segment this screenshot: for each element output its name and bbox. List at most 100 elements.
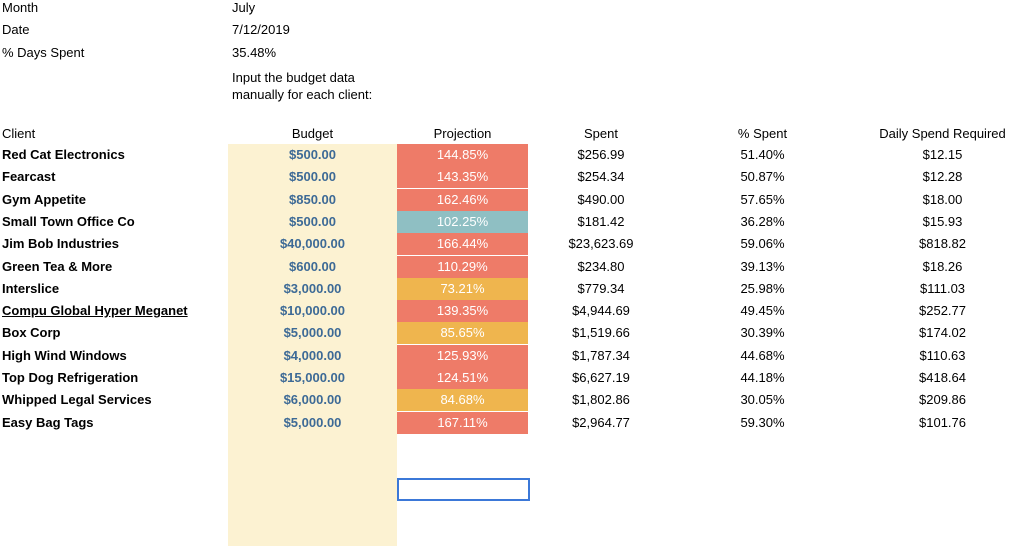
pct-spent-cell[interactable]: 50.87% — [740, 169, 785, 185]
projection-cell[interactable]: 167.11% — [397, 411, 528, 434]
budget-cell[interactable]: $5,000.00 — [283, 325, 342, 341]
header-budget[interactable]: Budget — [291, 126, 334, 141]
budget-cell[interactable]: $15,000.00 — [279, 370, 346, 385]
month-label: Month — [2, 0, 39, 15]
spent-cell[interactable]: $1,787.34 — [572, 347, 630, 363]
daily-spend-cell[interactable]: $209.86 — [919, 392, 966, 408]
client-cell[interactable]: Gym Appetite — [2, 191, 87, 207]
daily-spend-cell[interactable]: $252.77 — [919, 303, 966, 319]
header-client[interactable]: Client — [2, 126, 36, 141]
daily-spend-cell[interactable]: $101.76 — [919, 414, 966, 430]
pct-spent-cell[interactable]: 30.39% — [740, 325, 785, 341]
projection-cell[interactable]: 102.25% — [397, 210, 528, 233]
client-cell[interactable]: Interslice — [2, 280, 60, 296]
pct-spent-cell[interactable]: 57.65% — [740, 191, 785, 207]
projection-cell[interactable]: 139.35% — [397, 300, 528, 323]
projection-cell[interactable]: 162.46% — [397, 188, 528, 211]
daily-spend-cell[interactable]: $418.64 — [919, 370, 966, 385]
spent-cell[interactable]: $779.34 — [577, 280, 625, 296]
projection-cell[interactable]: 110.29% — [397, 255, 528, 278]
pct-spent-cell[interactable]: 49.45% — [740, 303, 785, 319]
client-cell[interactable]: Whipped Legal Services — [2, 392, 152, 408]
pct-spent-cell[interactable]: 39.13% — [740, 258, 785, 274]
pct-spent-cell[interactable]: 44.68% — [740, 347, 785, 363]
projection-cell[interactable]: 73.21% — [397, 277, 528, 300]
spent-cell[interactable]: $6,627.19 — [572, 370, 630, 385]
pct-spent-cell[interactable]: 59.30% — [740, 414, 785, 430]
table-row: Small Town Office Co $500.00 102.25% $181.4… — [0, 210, 1024, 233]
spent-cell[interactable]: $1,802.86 — [572, 392, 630, 408]
spent-cell[interactable]: $256.99 — [577, 147, 625, 162]
projection-cell[interactable]: 85.65% — [397, 322, 528, 345]
client-cell[interactable]: Box Corp — [2, 325, 61, 341]
budget-cell[interactable]: $4,000.00 — [283, 347, 342, 363]
budget-cell[interactable]: $500.00 — [289, 169, 336, 185]
spent-cell[interactable]: $23,623.69 — [568, 236, 634, 252]
projection-cell[interactable]: 84.68% — [397, 389, 528, 412]
budget-cell[interactable]: $5,000.00 — [283, 414, 342, 430]
header-pct-spent[interactable]: % Spent — [737, 126, 788, 141]
budget-cell[interactable]: $850.00 — [289, 191, 336, 207]
table-row: Top Dog Refrigeration $15,000.00 124.51% $6… — [0, 367, 1024, 389]
spent-cell[interactable]: $1,519.66 — [572, 325, 630, 341]
projection-cell[interactable]: 144.85% — [397, 144, 528, 166]
table-row: Compu Global Hyper Meganet $10,000.00 139.… — [0, 300, 1024, 323]
pct-spent-cell[interactable]: 30.05% — [740, 392, 785, 408]
table-row: Jim Bob Industries $40,000.00 166.44% $23,6… — [0, 233, 1024, 256]
daily-spend-cell[interactable]: $111.03 — [919, 280, 966, 296]
instruction-line-2: manually for each client: — [232, 87, 373, 102]
table-row: Red Cat Electronics $500.00 144.85% $256.99… — [0, 144, 1024, 166]
header-daily-spend[interactable]: Daily Spend Required — [879, 126, 1006, 141]
daily-spend-cell[interactable]: $15.93 — [922, 213, 963, 229]
client-cell[interactable]: Compu Global Hyper Meganet — [2, 303, 188, 319]
client-cell[interactable]: Small Town Office Co — [2, 213, 135, 229]
daily-spend-cell[interactable]: $110.63 — [919, 347, 966, 363]
client-cell[interactable]: Easy Bag Tags — [2, 414, 94, 430]
spent-cell[interactable]: $490.00 — [577, 191, 625, 207]
client-cell[interactable]: Red Cat Electronics — [2, 147, 125, 162]
spent-cell[interactable]: $4,944.69 — [572, 303, 630, 319]
projection-cell[interactable]: 125.93% — [397, 344, 528, 367]
client-cell[interactable]: High Wind Windows — [2, 347, 127, 363]
spent-cell[interactable]: $234.80 — [577, 258, 625, 274]
budget-column-highlight — [228, 144, 397, 546]
projection-cell[interactable]: 166.44% — [397, 233, 528, 256]
pct-spent-cell[interactable]: 59.06% — [740, 236, 785, 252]
instruction-line-1: Input the budget data — [232, 70, 355, 85]
projection-cell[interactable]: 124.51% — [397, 367, 528, 389]
daily-spend-cell[interactable]: $12.15 — [922, 147, 963, 162]
header-projection[interactable]: Projection — [433, 126, 492, 141]
budget-cell[interactable]: $6,000.00 — [283, 392, 342, 408]
daily-spend-cell[interactable]: $818.82 — [919, 236, 966, 252]
pct-spent-cell[interactable]: 25.98% — [740, 280, 785, 296]
pct-spent-cell[interactable]: 44.18% — [740, 370, 785, 385]
table-row: Box Corp $5,000.00 85.65% $1,519.66 30.39% $1… — [0, 322, 1024, 345]
spent-cell[interactable]: $181.42 — [577, 213, 625, 229]
date-label: Date — [2, 22, 30, 37]
daily-spend-cell[interactable]: $12.28 — [922, 169, 963, 185]
month-value[interactable]: July — [232, 0, 256, 15]
budget-cell[interactable]: $10,000.00 — [279, 303, 346, 319]
daily-spend-cell[interactable]: $18.00 — [922, 191, 963, 207]
header-spent[interactable]: Spent — [584, 126, 618, 141]
budget-cell[interactable]: $40,000.00 — [279, 236, 346, 252]
daily-spend-cell[interactable]: $18.26 — [922, 258, 963, 274]
daily-spend-cell[interactable]: $174.02 — [919, 325, 966, 341]
client-cell[interactable]: Green Tea & More — [2, 258, 113, 274]
table-row: Green Tea & More $600.00 110.29% $234.80 39.… — [0, 255, 1024, 278]
selected-cell[interactable] — [397, 478, 530, 501]
budget-cell[interactable]: $500.00 — [289, 147, 336, 162]
client-cell[interactable]: Fearcast — [2, 169, 56, 185]
pct-spent-cell[interactable]: 36.28% — [740, 213, 785, 229]
budget-cell[interactable]: $600.00 — [289, 258, 336, 274]
budget-cell[interactable]: $500.00 — [289, 213, 336, 229]
date-value[interactable]: 7/12/2019 — [232, 22, 290, 37]
days-spent-value[interactable]: 35.48% — [232, 45, 277, 60]
spent-cell[interactable]: $254.34 — [577, 169, 625, 185]
client-cell[interactable]: Jim Bob Industries — [2, 236, 120, 252]
budget-cell[interactable]: $3,000.00 — [283, 280, 342, 296]
spent-cell[interactable]: $2,964.77 — [572, 414, 630, 430]
pct-spent-cell[interactable]: 51.40% — [740, 147, 785, 162]
client-cell[interactable]: Top Dog Refrigeration — [2, 370, 139, 385]
projection-cell[interactable]: 143.35% — [397, 166, 528, 189]
